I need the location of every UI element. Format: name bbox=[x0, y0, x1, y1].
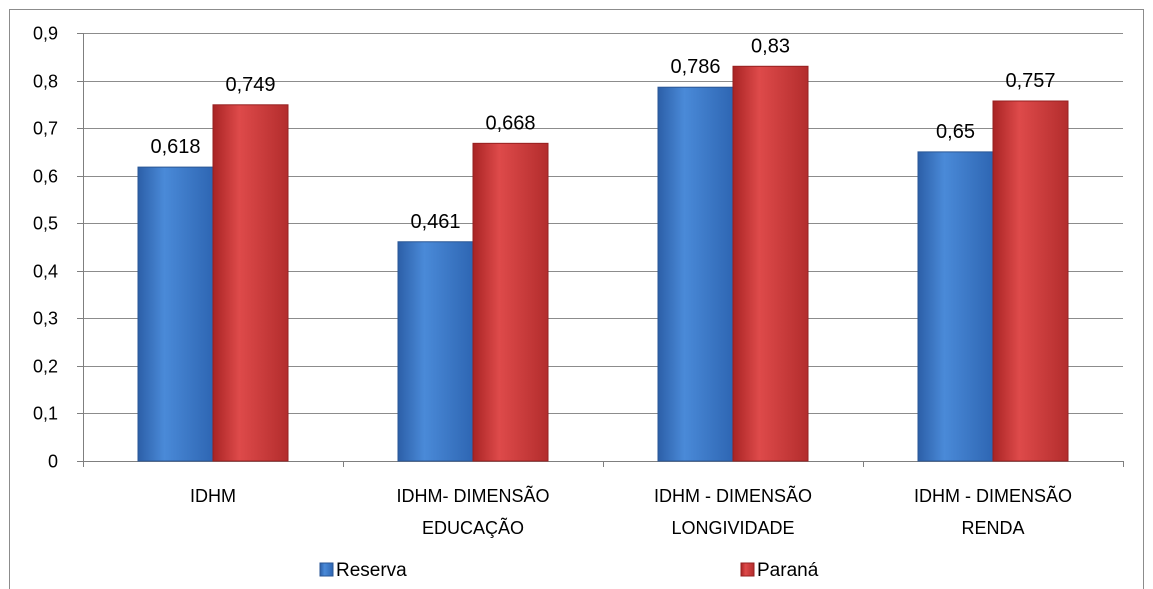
data-label: 0,461 bbox=[410, 211, 460, 233]
bar-parana bbox=[732, 65, 809, 462]
data-labels: 0,618 0,461 0,786 0,65 0,749 0,668 0,83 0,757 bbox=[150, 35, 1055, 232]
y-tick-label: 0,9 bbox=[33, 24, 58, 44]
x-axis-labels: IDHM IDHM- DIMENSÃO EDUCAÇÃO IDHM - DIMENSÃ… bbox=[190, 485, 1072, 538]
category-label: EDUCAÇÃO bbox=[422, 517, 524, 538]
data-label: 0,668 bbox=[485, 112, 535, 134]
chart-frame bbox=[9, 9, 1144, 589]
data-label: 0,757 bbox=[1005, 70, 1055, 92]
category-label: LONGIVIDADE bbox=[671, 518, 794, 538]
category-label: IDHM- DIMENSÃO bbox=[397, 485, 550, 506]
y-tick-label: 0,3 bbox=[33, 309, 58, 329]
data-label: 0,65 bbox=[936, 121, 975, 143]
y-axis-ticks: 0 0,1 0,2 0,3 0,4 0,5 0,6 0,7 0,8 0,9 bbox=[33, 24, 1124, 472]
bar-reserva bbox=[397, 241, 474, 462]
category-label: IDHM - DIMENSÃO bbox=[654, 485, 812, 506]
y-tick-label: 0,6 bbox=[33, 167, 58, 187]
legend-swatch bbox=[740, 562, 755, 577]
legend-swatch bbox=[319, 562, 334, 577]
legend-label: Reserva bbox=[336, 560, 407, 581]
y-tick-label: 0 bbox=[48, 452, 58, 472]
legend-label: Paraná bbox=[757, 560, 819, 581]
y-tick-label: 0,7 bbox=[33, 119, 58, 139]
bar-parana bbox=[472, 142, 549, 462]
category-label: IDHM - DIMENSÃO bbox=[914, 485, 1072, 506]
bar-parana bbox=[212, 104, 289, 462]
bar-reserva bbox=[657, 86, 734, 462]
y-tick-label: 0,2 bbox=[33, 357, 58, 377]
data-label: 0,618 bbox=[150, 136, 200, 158]
y-tick-label: 0,1 bbox=[33, 404, 58, 424]
category-label: IDHM bbox=[190, 486, 236, 506]
y-tick-label: 0,8 bbox=[33, 72, 58, 92]
bar-reserva bbox=[137, 166, 214, 462]
bars bbox=[137, 65, 1069, 462]
data-label: 0,786 bbox=[670, 56, 720, 78]
y-tick-label: 0,4 bbox=[33, 262, 58, 282]
bar-parana bbox=[992, 100, 1069, 462]
data-label: 0,749 bbox=[225, 74, 275, 96]
category-label: RENDA bbox=[961, 518, 1024, 538]
y-tick-label: 0,5 bbox=[33, 214, 58, 234]
bar-reserva bbox=[917, 151, 994, 462]
data-label: 0,83 bbox=[751, 35, 790, 57]
legend: Reserva Paraná bbox=[319, 560, 819, 581]
